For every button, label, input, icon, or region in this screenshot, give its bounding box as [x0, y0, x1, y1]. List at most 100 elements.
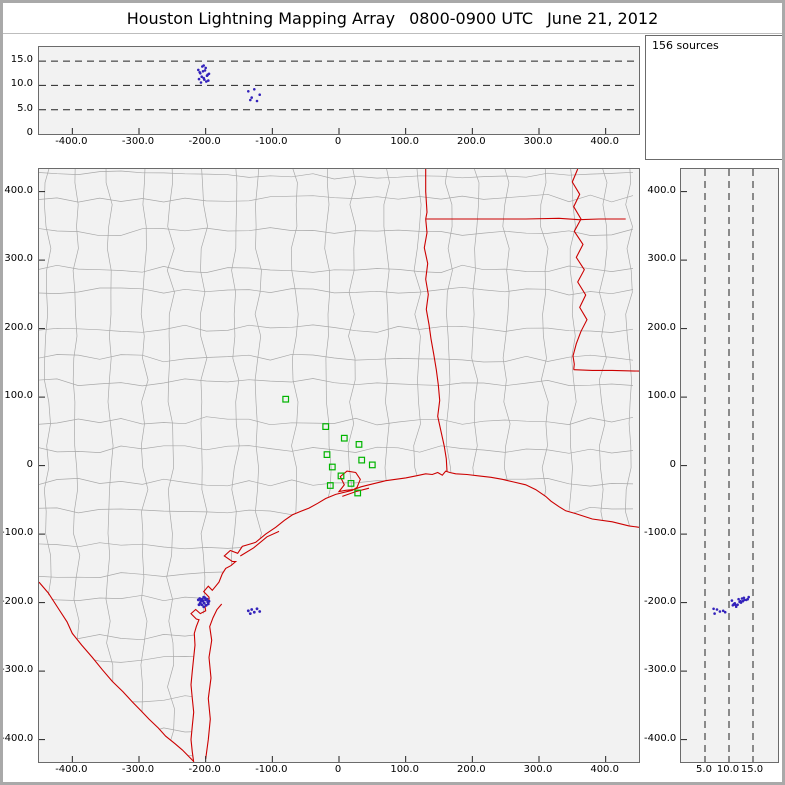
source-dot [199, 599, 203, 602]
source-dot [250, 608, 254, 611]
altitude-north-south-panel [680, 168, 779, 763]
ns-axis-tick-label: -100.0 [1, 527, 34, 539]
ew-axis-tick-label: -100.0 [255, 764, 288, 775]
ew-axis-tick-label: 300.0 [523, 764, 553, 775]
source-dot [723, 610, 727, 614]
sources-count-label: 156 sources [652, 39, 719, 52]
source-dot [207, 79, 210, 82]
source-dot [258, 93, 261, 96]
lma-station-marker [326, 482, 334, 489]
altitude-east-west-panel [38, 46, 640, 135]
county-line [39, 594, 634, 604]
ns-axis-tick-label: 400.0 [647, 184, 676, 196]
altitude-north-south-plot [681, 169, 754, 762]
plan-view-map-panel [38, 168, 640, 763]
source-dot [718, 610, 722, 613]
source-dot [246, 609, 250, 613]
source-dot [253, 88, 256, 91]
county-line [166, 169, 175, 762]
county-line [347, 169, 357, 762]
ns-axis-tick-label: 0 [669, 458, 676, 470]
source-dot [198, 71, 201, 74]
source-dot [250, 96, 253, 99]
county-line [470, 169, 480, 762]
ew-axis-tick-label: 200.0 [457, 136, 486, 147]
county-line [540, 169, 549, 762]
source-dot [747, 595, 750, 599]
ew-axis-tick-label: -300.0 [121, 764, 155, 775]
ns-axis-tick-label: 300.0 [647, 253, 676, 265]
lma-station-marker [368, 461, 376, 469]
ns-axis-tick-label: -200.0 [644, 595, 677, 607]
source-dot [206, 602, 210, 606]
source-dot [197, 68, 200, 72]
source-dot [201, 70, 205, 73]
ns-axis-tick-label: 400.0 [4, 184, 33, 196]
county-line [39, 445, 634, 454]
source-dot [733, 603, 737, 606]
source-dot [198, 597, 202, 600]
ew-axis-tick-label: -200.0 [188, 764, 221, 775]
county-line [39, 416, 634, 426]
state-border-texas-louisiana [423, 169, 448, 472]
source-dot [202, 64, 205, 67]
source-dot [715, 608, 719, 611]
county-line [39, 694, 634, 704]
source-dot [252, 610, 256, 614]
county-line [231, 169, 240, 762]
lma-station-marker [358, 456, 366, 464]
ns-axis-tick-label: 0 [26, 458, 33, 470]
title-network: Houston Lightning Mapping Array [126, 8, 396, 28]
county-line [598, 169, 608, 762]
ew-axis-tick-label: -300.0 [121, 136, 155, 147]
county-line [39, 353, 634, 363]
county-line [39, 227, 634, 237]
barrier-island [205, 603, 223, 759]
county-line [39, 286, 634, 296]
altitude-tick-label: 5.0 [696, 764, 712, 775]
source-dot [205, 74, 209, 77]
ns-axis-tick-label: -400.0 [1, 732, 34, 744]
county-line [140, 169, 149, 762]
source-dot [202, 601, 206, 605]
source-dot [205, 597, 209, 601]
title-time-range: 0800-0900 UTC [409, 8, 534, 28]
ns-axis-tick-label: -200.0 [1, 595, 34, 607]
ns-axis-tick-label: 100.0 [647, 390, 676, 402]
lma-station-marker [355, 441, 363, 448]
ew-axis-tick-label: -100.0 [255, 136, 288, 147]
ew-axis-tick-label: 200.0 [457, 764, 486, 775]
county-line [39, 541, 634, 550]
source-dot [737, 597, 740, 601]
source-dot [721, 609, 725, 613]
county-line [105, 169, 114, 762]
sources-count-box: 156 sources [645, 35, 785, 160]
source-dot [739, 599, 742, 603]
altitude-tick-label: 15.0 [740, 764, 764, 775]
state-border-arkansas-louisiana [425, 217, 626, 221]
ns-axis-tick-label: 200.0 [647, 321, 676, 333]
county-line [39, 324, 634, 333]
source-dot [734, 605, 738, 608]
county-line [39, 655, 634, 664]
ns-axis-tick-label: -100.0 [644, 527, 677, 539]
source-dot [249, 98, 252, 102]
source-dot [207, 599, 211, 603]
source-dot [197, 77, 201, 81]
gulf-coastline [190, 470, 639, 762]
county-boundaries [39, 169, 634, 762]
county-line [39, 571, 634, 580]
county-line [289, 169, 299, 762]
county-line [39, 506, 634, 516]
source-dot [197, 603, 201, 607]
source-dot [200, 75, 203, 78]
ew-axis-tick-label: -200.0 [188, 136, 221, 147]
county-line [39, 727, 634, 736]
altitude-tick-label: 5.0 [17, 102, 33, 114]
source-dot [736, 603, 739, 606]
source-dot [712, 607, 715, 611]
county-line [324, 169, 332, 762]
source-dot [248, 612, 252, 615]
mississippi-river-border [571, 169, 588, 370]
